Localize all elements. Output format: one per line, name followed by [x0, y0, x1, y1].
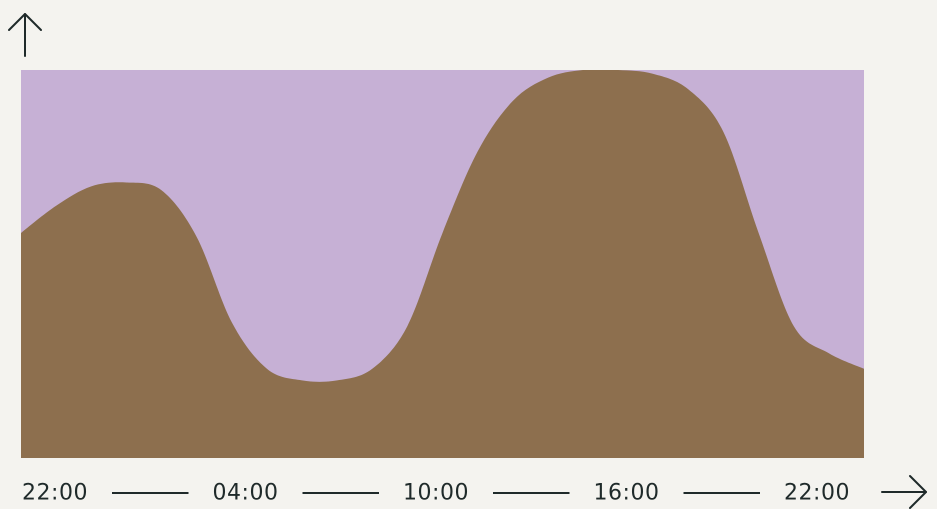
area-series-0: [21, 70, 864, 458]
x-tick-label: 16:00: [594, 481, 660, 506]
arrow-right-icon: [881, 475, 927, 509]
x-tick-label: 10:00: [403, 481, 469, 506]
arrow-up-icon: [8, 13, 42, 57]
x-tick-label: 22:00: [22, 481, 88, 506]
x-tick-label: 22:00: [784, 481, 850, 506]
x-axis: 22:00 04:00 10:00 16:00 22:00: [22, 481, 850, 506]
x-tick-label: 04:00: [213, 481, 279, 506]
series-layer: [21, 70, 864, 458]
